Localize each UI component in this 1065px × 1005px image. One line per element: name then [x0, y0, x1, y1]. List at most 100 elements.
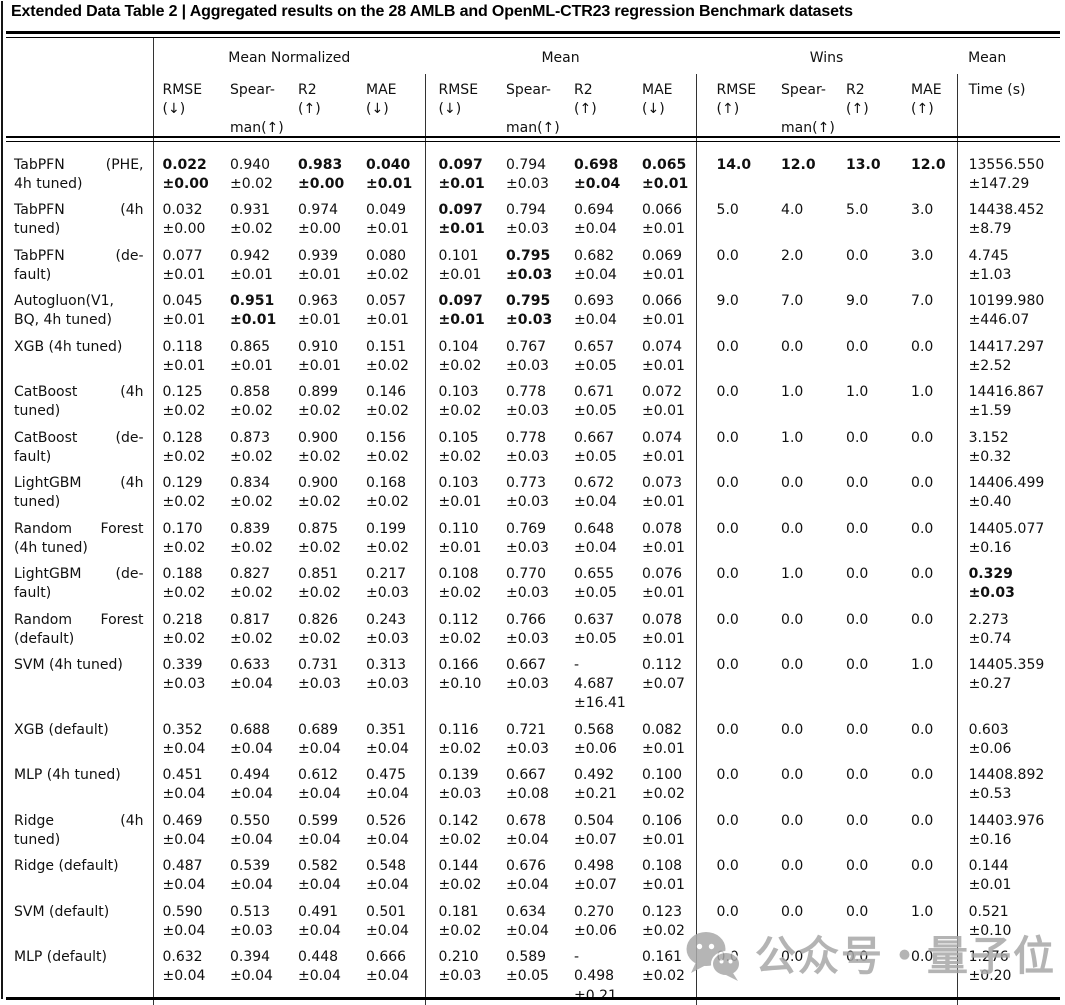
metric-cell: 0.112 ±0.02 — [424, 603, 493, 650]
metric-cell: 0.097 ±0.01 — [424, 138, 493, 195]
metric-cell: 0.0 — [911, 475, 934, 492]
metric-cell: 0.657 ±0.05 — [574, 338, 617, 374]
metric-cell: 0.983 ±0.00 — [298, 156, 345, 192]
metric-cell: 14438.452 ±8.79 — [956, 194, 1064, 240]
metric-cell: 0.199 ±0.02 — [366, 520, 409, 556]
metric-cell: 0.0 — [781, 338, 804, 355]
metric-cell: 3.152 ±0.32 — [956, 421, 1064, 468]
table-row: XGB (default) 0.352 ±0.04 0.688 ±0.04 0.689 ±0… — [2, 713, 1064, 760]
metric-cell: 0.492 ±0.21 — [574, 767, 617, 803]
metric-cell: 0.0 — [695, 850, 762, 896]
metric-cell: 0.834 ±0.02 — [230, 475, 273, 511]
metric-cell: 0.698 ±0.04 — [574, 156, 621, 192]
metric-cell: 0.676 ±0.04 — [506, 858, 549, 894]
metric-cell: 14.0 — [695, 138, 762, 195]
metric-cell: 0.0 — [695, 512, 762, 559]
metric-cell: 0.0 — [846, 903, 869, 920]
metric-cell: 3.0 — [911, 247, 934, 264]
metric-cell: 0.721 ±0.03 — [506, 721, 549, 757]
table-row: MLP (default) 0.632 ±0.04 0.394 ±0.04 0.448 ±0… — [2, 941, 1064, 1005]
metric-cell: 1.0 — [911, 657, 934, 674]
metric-cell: 0.181 ±0.02 — [424, 895, 493, 942]
metric-cell: 0.0 — [846, 721, 869, 738]
table-row: LightGBM (de-fault) 0.188 ±0.02 0.827 ±0.02 0… — [2, 558, 1064, 604]
metric-cell: 1.0 — [781, 384, 804, 401]
metric-cell: 0.826 ±0.02 — [298, 611, 341, 647]
metric-cell: 0.0 — [695, 941, 762, 1005]
metric-cell: 12.0 — [911, 156, 946, 173]
metric-cell: 0.0 — [781, 949, 804, 966]
metric-cell: 0.270 ±0.06 — [574, 903, 617, 939]
metric-cell: 0.112 ±0.07 — [642, 657, 685, 693]
metric-header: Spear- man(↑) — [506, 82, 560, 137]
metric-cell: 0.142 ±0.02 — [424, 804, 493, 851]
table-row: Ridge (4h tuned) 0.469 ±0.04 0.550 ±0.04 0.599… — [2, 804, 1064, 851]
metric-cell: 0.0 — [695, 330, 762, 377]
metric-cell: 0.487 ±0.04 — [162, 858, 206, 894]
metric-cell: 0.0 — [695, 649, 762, 714]
table-row: LightGBM (4h tuned) 0.129 ±0.02 0.834 ±0.02 0.… — [2, 467, 1064, 513]
metric-cell: 0.0 — [846, 611, 869, 628]
method-label: SVM (4h tuned) — [2, 649, 154, 714]
metric-cell: 0.590 ±0.04 — [162, 903, 206, 939]
metric-cell: 14405.077 ±0.16 — [956, 512, 1064, 559]
metric-cell: 0.767 ±0.03 — [506, 338, 549, 374]
metric-cell: 14416.867 ±1.59 — [956, 376, 1064, 422]
metric-cell: 0.022 ±0.00 — [162, 156, 209, 192]
metric-cell: 0.0 — [781, 721, 804, 738]
metric-cell: 0.110 ±0.01 — [424, 512, 493, 559]
metric-cell: 0.0 — [695, 759, 762, 805]
metric-cell: 0.057 ±0.01 — [366, 293, 409, 329]
metric-cell: 0.0 — [846, 767, 869, 784]
table-row: SVM (default) 0.590 ±0.04 0.513 ±0.03 0.491 ±0… — [2, 895, 1064, 942]
metric-cell: 0.097 ±0.01 — [424, 194, 493, 240]
metric-cell: 0.116 ±0.02 — [424, 713, 493, 760]
metric-cell: 0.655 ±0.05 — [574, 566, 617, 602]
metric-subheader-row: RMSE (↓) Spear- man(↑) R2 (↑) MAE (↓) RMSE (↓… — [2, 74, 1064, 139]
metric-cell: 0.0 — [846, 520, 869, 537]
metric-cell: 1.276 ±0.20 — [956, 941, 1064, 1005]
metric-cell: 14408.892 ±0.53 — [956, 759, 1064, 805]
group-mean-normalized: Mean Normalized — [228, 50, 351, 66]
metric-cell: 0.123 ±0.02 — [642, 903, 685, 939]
metric-cell: 0.0 — [781, 812, 804, 829]
results-table: Mean Normalized Mean Wins Mean RMSE (↓) S… — [2, 38, 1064, 1005]
metric-cell: 0.794 ±0.03 — [506, 156, 549, 192]
method-label: Autogluon(V1, BQ, 4h tuned) — [2, 285, 154, 331]
metric-cell: 5.0 — [846, 202, 869, 219]
method-label: MLP (default) — [2, 941, 154, 1005]
table-row: Ridge (default) 0.487 ±0.04 0.539 ±0.04 0.582… — [2, 850, 1064, 896]
metric-header: RMSE (↓) — [424, 74, 493, 139]
column-group-row: Mean Normalized Mean Wins Mean — [2, 38, 1063, 74]
metric-cell: 12.0 — [781, 156, 816, 173]
metric-cell: 0.817 ±0.02 — [230, 611, 273, 647]
metric-cell: 0.128 ±0.02 — [162, 429, 206, 465]
metric-cell: 0.351 ±0.04 — [366, 721, 409, 757]
metric-cell: 0.548 ±0.04 — [366, 858, 409, 894]
metric-cell: 0.217 ±0.03 — [366, 566, 409, 602]
metric-cell: 0.129 ±0.02 — [162, 475, 206, 511]
metric-cell: 0.074 ±0.01 — [642, 338, 685, 374]
metric-cell: 0.974 ±0.00 — [298, 202, 341, 238]
metric-cell: 0.671 ±0.05 — [574, 384, 617, 420]
table-row: MLP (4h tuned) 0.451 ±0.04 0.494 ±0.04 0.612 ±… — [2, 759, 1064, 805]
metric-cell: 0.963 ±0.01 — [298, 293, 341, 329]
metric-cell: 0.550 ±0.04 — [230, 812, 273, 848]
metric-cell: 0.689 ±0.04 — [298, 721, 341, 757]
metric-cell: 0.097 ±0.01 — [424, 285, 493, 331]
metric-cell: 0.0 — [846, 657, 869, 674]
header-rule-thick — [6, 136, 1060, 138]
metric-cell: 0.0 — [911, 429, 934, 446]
metric-cell: 0.339 ±0.03 — [162, 657, 206, 693]
metric-cell: 0.839 ±0.02 — [230, 520, 273, 556]
bottom-rule — [6, 997, 1060, 1000]
metric-cell: 0.942 ±0.01 — [230, 247, 273, 283]
metric-cell: 0.100 ±0.02 — [642, 767, 685, 803]
metric-cell: 0.329 ±0.03 — [956, 558, 1064, 604]
metric-header: MAE (↓) — [642, 82, 673, 118]
metric-cell: 0.0 — [911, 812, 934, 829]
metric-cell: 0.451 ±0.04 — [162, 767, 206, 803]
metric-cell: 0.0 — [781, 475, 804, 492]
metric-cell: 0.108 ±0.02 — [424, 558, 493, 604]
metric-cell: 9.0 — [695, 285, 762, 331]
